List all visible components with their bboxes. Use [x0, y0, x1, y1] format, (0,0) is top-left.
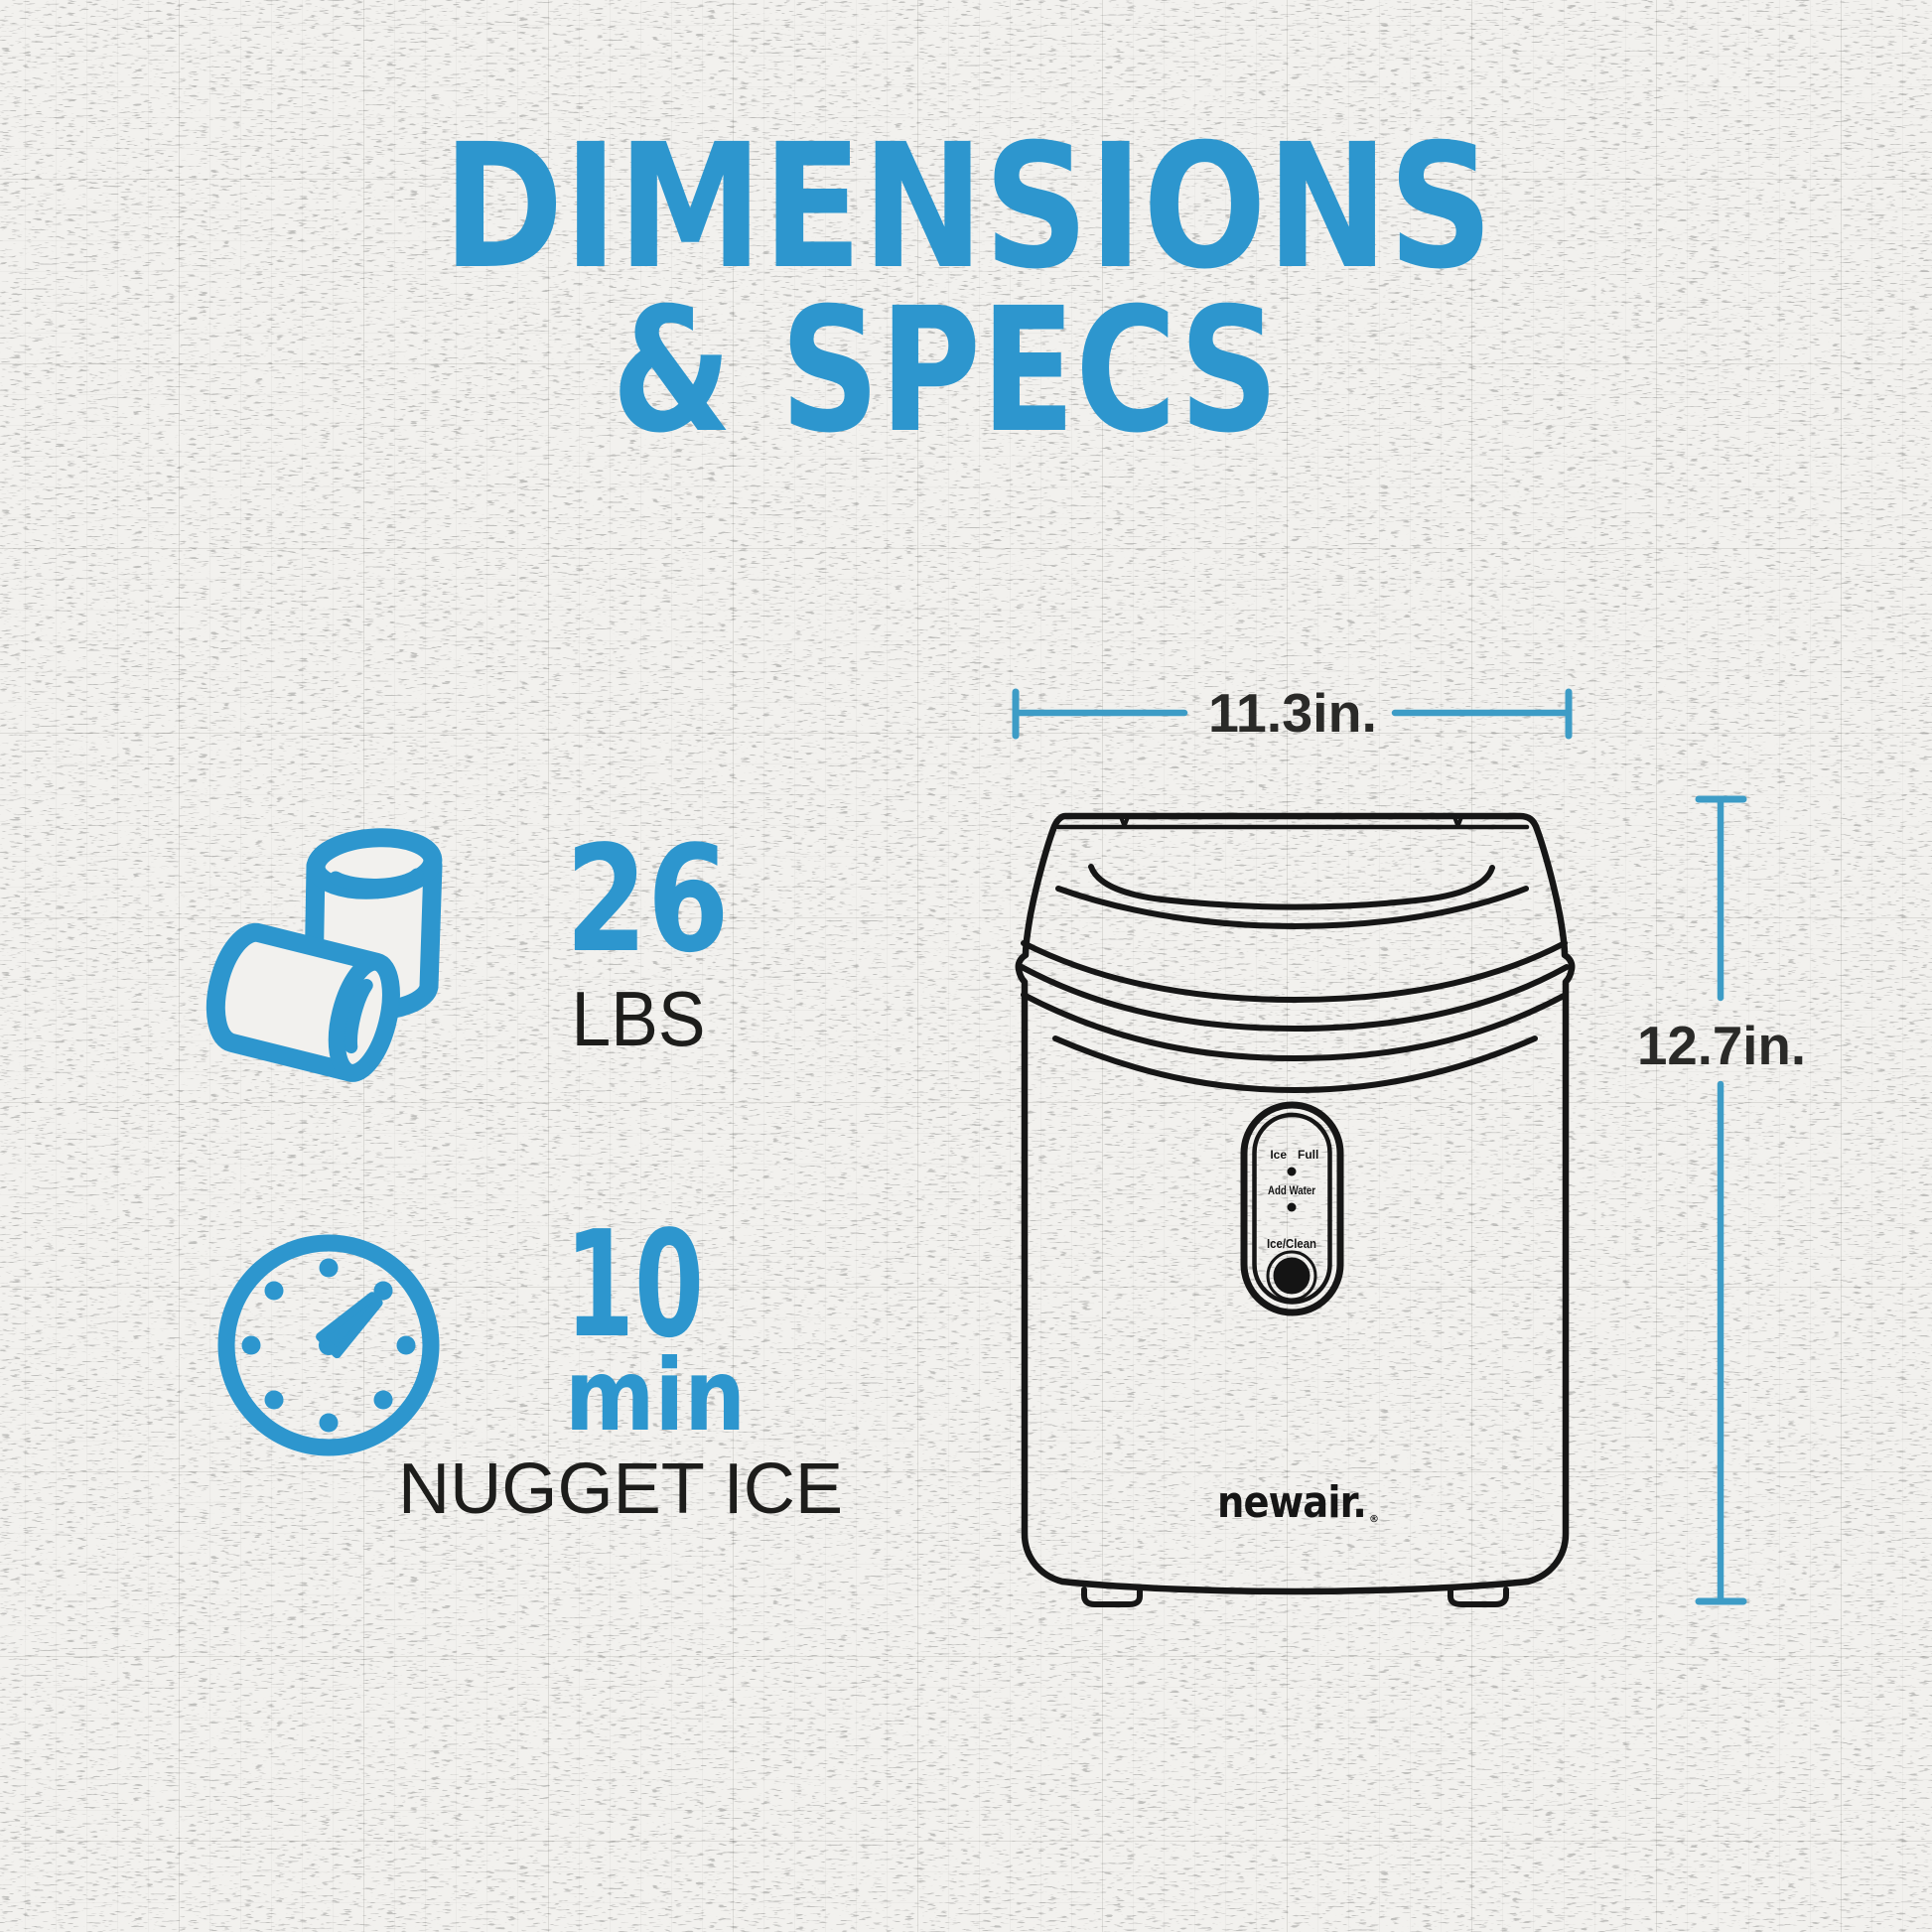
add-water-led: [1287, 1202, 1297, 1212]
add-water-label: Add Water: [1268, 1183, 1315, 1197]
width-dimension-label: 11.3in.: [1208, 682, 1377, 744]
width-dimension: 11.3in.: [1012, 682, 1573, 744]
title-line-1: DIMENSIONS: [443, 106, 1493, 307]
clock-icon: [217, 1234, 440, 1456]
ice-clean-button-ring: [1266, 1250, 1317, 1302]
ice-clean-button: [1273, 1257, 1311, 1295]
speed-label: NUGGET ICE: [398, 1449, 843, 1529]
ice-full-led: [1287, 1167, 1297, 1176]
speed-unit: min: [565, 1337, 746, 1453]
page-title: DIMENSIONS & SPECS: [443, 106, 1493, 471]
brand-logo: newair.: [1217, 1477, 1366, 1528]
ice-maker-illustration: Ice Full Add Water Ice/Clean newair. ®: [1015, 812, 1576, 1607]
control-panel: Ice Full Add Water Ice/Clean: [1240, 1101, 1344, 1316]
height-dimension-label: 12.7in.: [1637, 1015, 1806, 1076]
indicator-ice-label: Ice: [1270, 1148, 1287, 1162]
weight-unit: LBS: [572, 975, 706, 1062]
ice-clean-label: Ice/Clean: [1267, 1236, 1316, 1251]
height-dimension: 12.7in.: [1637, 795, 1806, 1605]
nugget-ice-icon: [206, 828, 443, 1082]
speed-value: 10: [565, 1199, 704, 1370]
spec-speed: 10 min NUGGET ICE: [217, 1199, 843, 1529]
weight-value: 26: [566, 814, 730, 985]
brand-registered-mark: ®: [1369, 1514, 1378, 1525]
indicator-full-label: Full: [1298, 1148, 1318, 1162]
title-line-2: & SPECS: [612, 270, 1279, 471]
spec-weight: 26 LBS: [206, 814, 730, 1082]
